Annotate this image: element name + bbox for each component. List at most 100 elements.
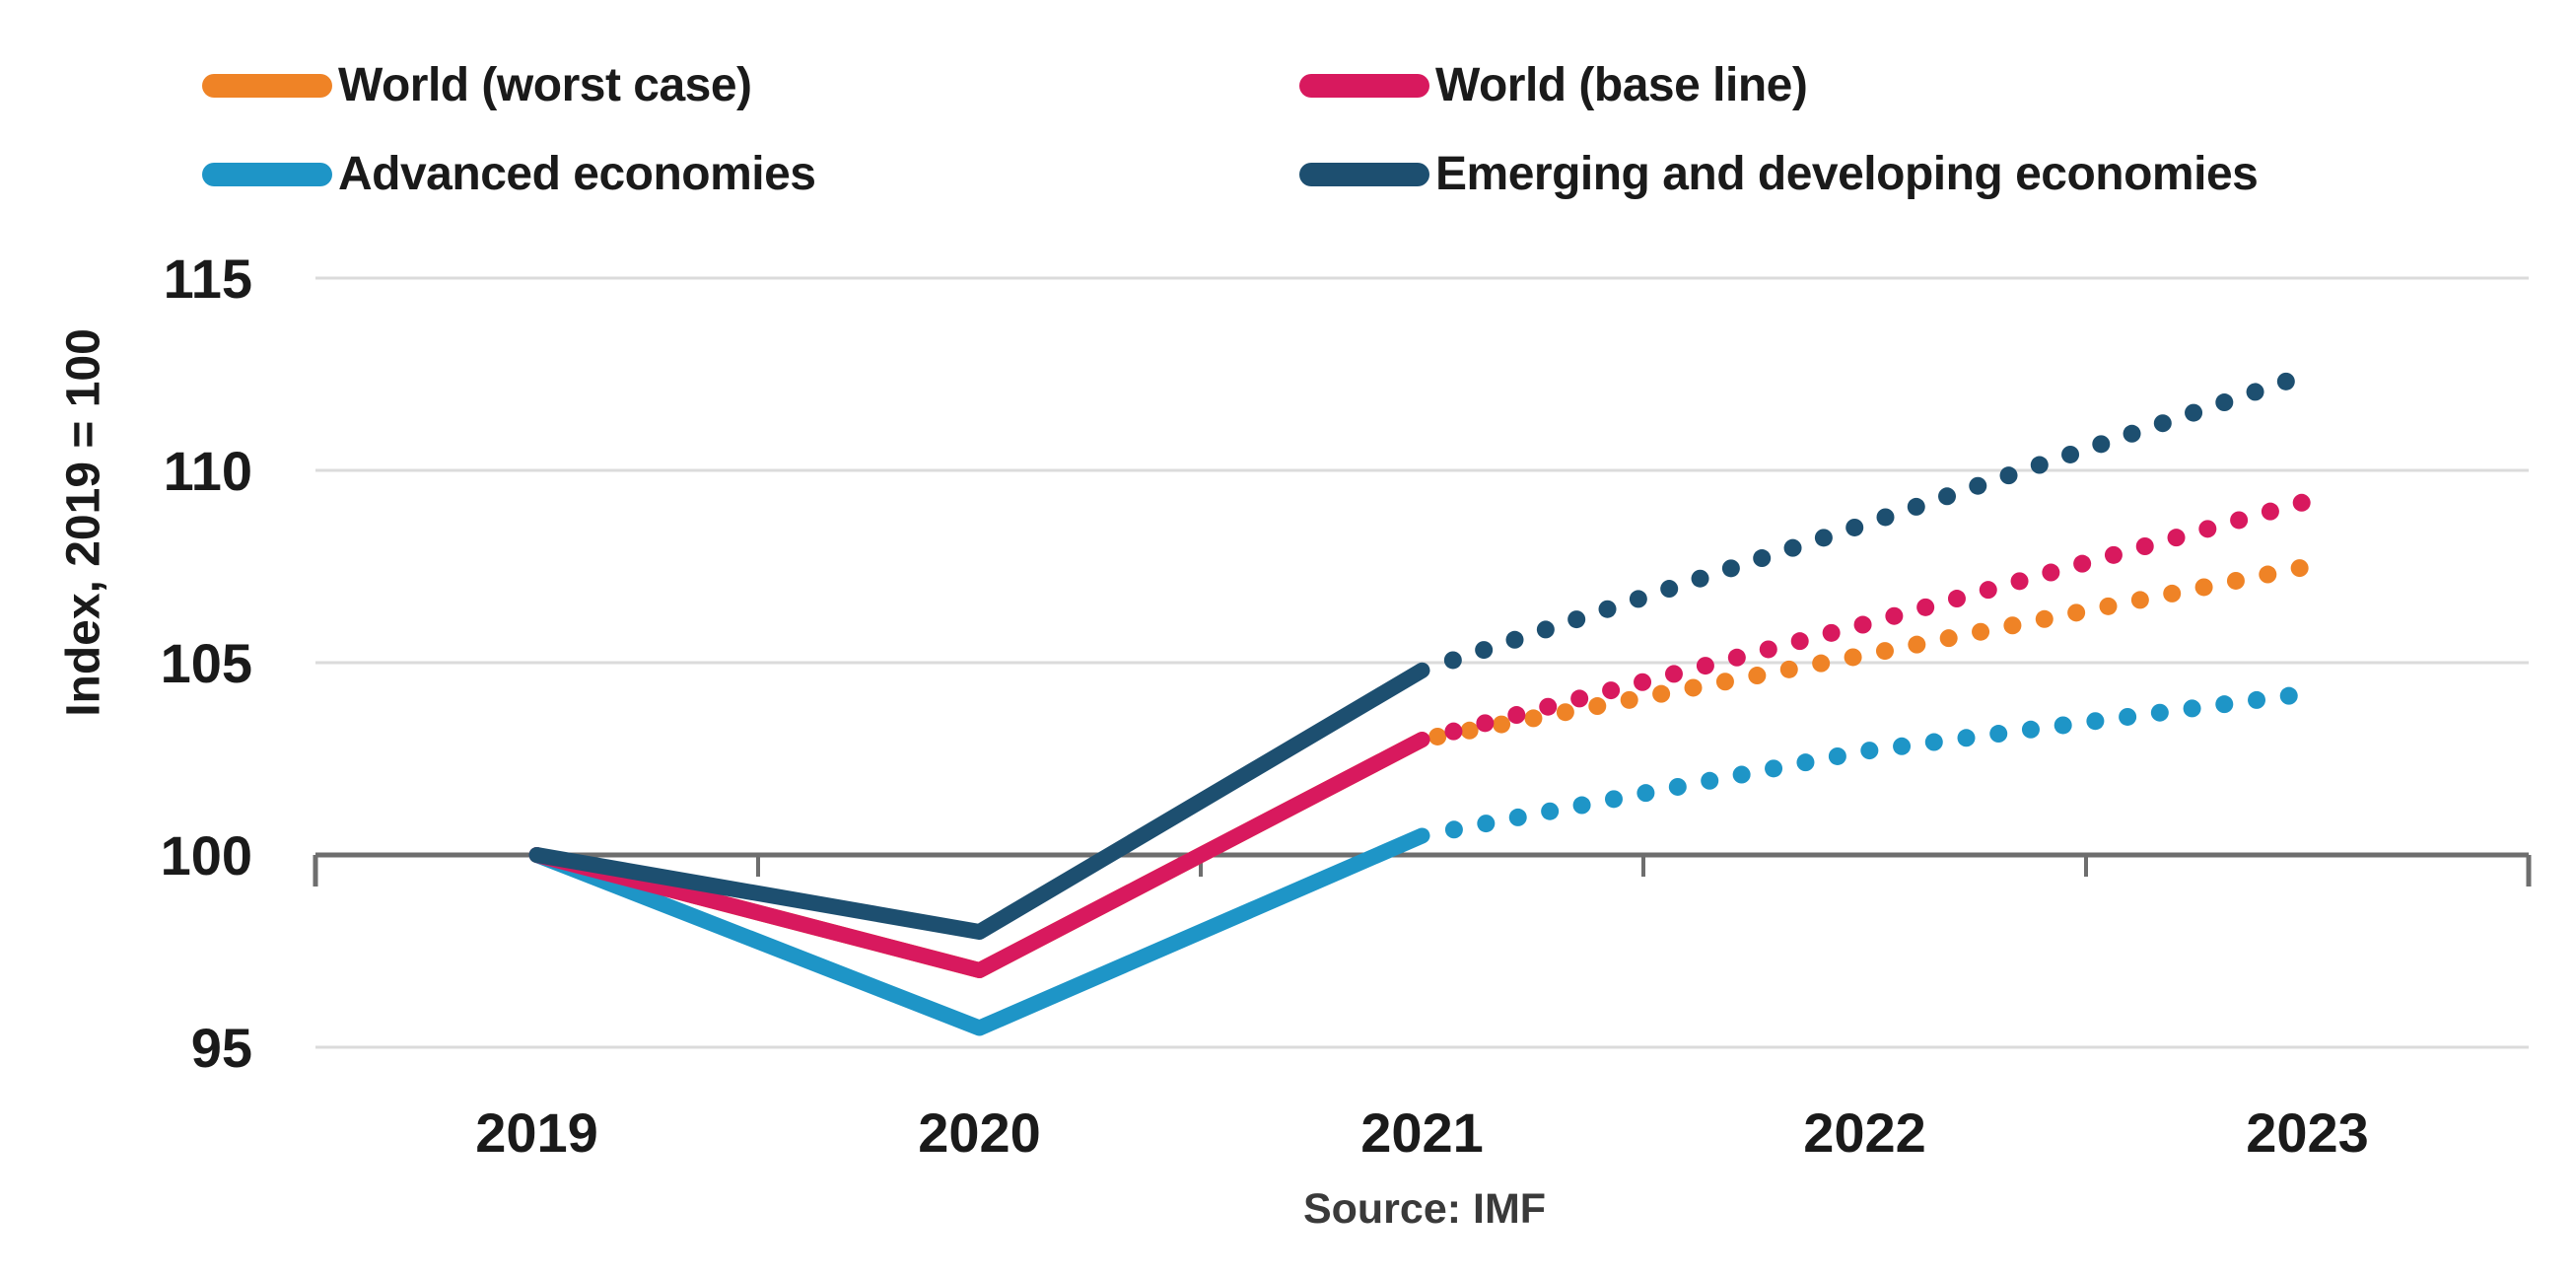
legend-label: Emerging and developing economies xyxy=(1435,148,2259,200)
series-advanced-economies-projection-dot xyxy=(2215,695,2234,714)
legend-item-world-worst-case: World (worst case) xyxy=(202,57,1299,114)
y-axis-title: Index, 2019 = 100 xyxy=(57,328,110,717)
series-world-worst-case-projection-dot xyxy=(1715,673,1734,691)
series-emerging-and-developing-economies-projection-dot xyxy=(1721,559,1740,578)
series-world-worst-case-projection-dot xyxy=(2067,603,2086,622)
series-world-worst-case-projection-dot xyxy=(1428,727,1447,745)
series-emerging-and-developing-economies-projection-dot xyxy=(1443,651,1462,670)
series-world-base-line-projection-dot xyxy=(1947,590,1966,608)
series-emerging-and-developing-economies-projection-dot xyxy=(1938,487,1957,506)
series-world-base-line-projection-dot xyxy=(2198,520,2217,538)
series-advanced-economies-projection-dot xyxy=(1796,753,1815,772)
series-world-worst-case-projection-dot xyxy=(2259,565,2277,584)
series-advanced-economies-projection-dot xyxy=(1893,737,1912,755)
series-emerging-and-developing-economies-projection-dot xyxy=(2153,414,2172,433)
series-advanced-economies-solid-line xyxy=(528,827,1430,1036)
series-advanced-economies-projection-dot xyxy=(1604,790,1623,809)
series-world-worst-case-projection-dot xyxy=(1908,635,1926,654)
series-world-worst-case-projection-dot xyxy=(1652,684,1671,703)
series-advanced-economies-projection-dot xyxy=(1572,796,1591,815)
series-world-base-line-solid-line xyxy=(528,732,1430,978)
series-world-base-line-projection-dot xyxy=(1885,606,1904,625)
series-world-base-line-projection-dot xyxy=(2167,529,2186,547)
series-world-base-line-projection-dot xyxy=(1539,697,1558,716)
series-emerging-and-developing-economies-projection-dot xyxy=(1536,620,1555,639)
legend-swatch-advanced-economies-icon xyxy=(202,163,332,186)
series-world-base-line-projection-dot xyxy=(1570,689,1589,708)
series-world-worst-case-projection-dot xyxy=(2163,584,2182,603)
series-world-worst-case-projection-dot xyxy=(1844,648,1862,667)
x-tick-label: 2022 xyxy=(1803,1101,1926,1164)
series-world-worst-case-projection-dot xyxy=(2035,609,2054,628)
series-emerging-and-developing-economies-projection-dot xyxy=(1475,641,1494,660)
legend-swatch-world-base-line-icon xyxy=(1299,74,1429,98)
series-world-worst-case-projection-dot xyxy=(1939,629,1958,648)
y-tick-label: 100 xyxy=(161,824,252,887)
series-world-worst-case-projection-dot xyxy=(2194,578,2213,597)
legend-label: Advanced economies xyxy=(338,148,816,200)
series-advanced-economies-projection-dot xyxy=(1508,808,1527,826)
series-world-worst-case-projection-dot xyxy=(1779,660,1798,678)
series-emerging-and-developing-economies-projection-dot xyxy=(1969,476,1987,495)
series-world-base-line-projection-dot xyxy=(1853,615,1872,634)
series-world-worst-case-projection-dot xyxy=(1460,721,1479,740)
series-world-worst-case-projection-dot xyxy=(1620,690,1638,709)
series-emerging-and-developing-economies-projection-dot xyxy=(2276,372,2295,390)
source-note: Source: IMF xyxy=(1302,1185,1547,1233)
series-advanced-economies-projection-dot xyxy=(1924,733,1943,751)
series-world-worst-case-projection-dot xyxy=(1556,703,1574,722)
series-world-base-line-projection-dot xyxy=(2073,554,2092,573)
series-world-base-line-projection-dot xyxy=(2230,511,2249,530)
series-advanced-economies-projection-dot xyxy=(2183,699,2201,718)
series-world-base-line-projection-dot xyxy=(1664,665,1683,683)
legend-label: World (base line) xyxy=(1435,59,1808,111)
series-emerging-and-developing-economies-projection-dot xyxy=(2030,456,2049,474)
series-world-worst-case-projection-dot xyxy=(1812,654,1831,673)
legend-label: World (worst case) xyxy=(338,59,752,111)
series-emerging-and-developing-economies-projection-dot xyxy=(2246,383,2264,401)
series-advanced-economies-projection-dot xyxy=(1957,729,1976,747)
legend-swatch-emerging-developing-economies-icon xyxy=(1299,163,1429,186)
series-emerging-and-developing-economies-projection-dot xyxy=(2061,445,2080,463)
series-world-worst-case-projection-dot xyxy=(2099,597,2118,615)
legend: World (worst case) World (base line) Adv… xyxy=(202,57,2259,203)
series-advanced-economies-projection-dot xyxy=(1668,777,1687,796)
x-tick-label: 2019 xyxy=(475,1101,598,1164)
legend-item-advanced-economies: Advanced economies xyxy=(202,146,1299,203)
series-emerging-and-developing-economies-projection-dot xyxy=(1783,538,1802,557)
series-world-base-line-projection-dot xyxy=(1822,623,1841,642)
series-emerging-and-developing-economies-projection-dot xyxy=(1999,466,2018,485)
y-tick-label: 110 xyxy=(164,440,252,502)
series-advanced-economies-projection-dot xyxy=(1444,820,1463,839)
series-world-worst-case-projection-dot xyxy=(1972,622,1990,641)
series-world-base-line-projection-dot xyxy=(1602,681,1621,700)
series-world-worst-case-projection-dot xyxy=(1875,642,1894,661)
series-advanced-economies-projection-dot xyxy=(2086,712,2105,731)
series-world-base-line-projection-dot xyxy=(2135,536,2154,555)
legend-swatch-world-worst-case-icon xyxy=(202,74,332,98)
series-advanced-economies-projection-dot xyxy=(1541,802,1560,820)
series-advanced-economies-projection-dot xyxy=(1765,759,1783,778)
series-emerging-and-developing-economies-projection-dot xyxy=(1629,590,1647,608)
series-world-base-line-projection-dot xyxy=(1696,657,1714,675)
series-world-worst-case-projection-dot xyxy=(2003,616,2022,635)
series-world-base-line-projection-dot xyxy=(1979,581,1997,600)
series-world-base-line-projection-dot xyxy=(2292,493,2311,512)
series-world-base-line-projection-dot xyxy=(2010,572,2029,591)
series-emerging-and-developing-economies-projection-dot xyxy=(1691,569,1709,588)
series-world-base-line-projection-dot xyxy=(1790,632,1809,651)
series-world-base-line-projection-dot xyxy=(1727,648,1746,667)
series-advanced-economies-projection-dot xyxy=(1477,815,1496,833)
series-world-base-line-projection-dot xyxy=(1444,722,1463,741)
series-advanced-economies-projection-dot xyxy=(1636,784,1655,803)
series-advanced-economies-projection-dot xyxy=(1860,742,1879,760)
series-emerging-and-developing-economies-projection-dot xyxy=(2123,424,2141,443)
series-advanced-economies-projection-dot xyxy=(2021,720,2040,739)
series-advanced-economies-projection-dot xyxy=(1701,771,1719,790)
series-advanced-economies-projection-dot xyxy=(2054,716,2072,735)
legend-item-emerging-developing-economies: Emerging and developing economies xyxy=(1299,146,2259,203)
series-world-base-line-projection-dot xyxy=(2104,545,2123,564)
series-emerging-and-developing-economies-projection-dot xyxy=(1907,497,1925,516)
y-tick-label: 95 xyxy=(191,1017,252,1079)
series-world-base-line-projection-dot xyxy=(1507,706,1526,725)
